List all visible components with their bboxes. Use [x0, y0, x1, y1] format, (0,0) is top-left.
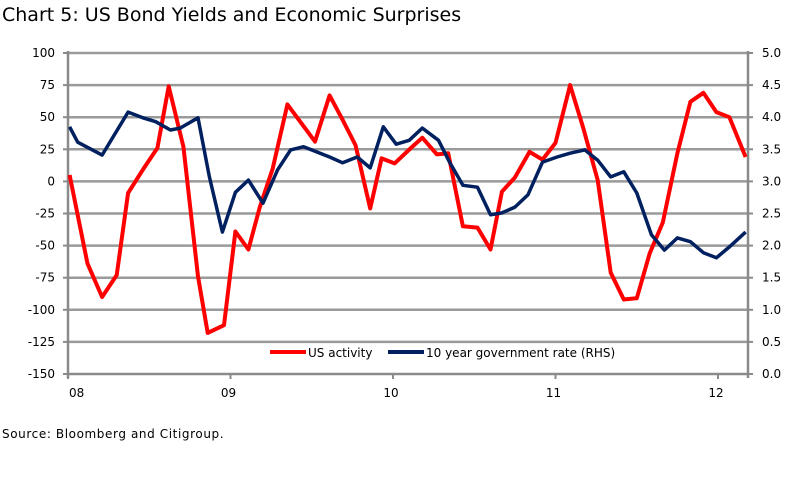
x-tick-label: 12	[708, 386, 723, 400]
y-left-tick-label: 75	[40, 78, 55, 92]
y-right-tick-label: 0.0	[762, 367, 781, 381]
y-left-tick-label: 50	[40, 110, 55, 124]
y-right-tick-label: 3.0	[762, 174, 781, 188]
us-activity-line	[67, 83, 748, 335]
y-left-tick-label: 0	[47, 174, 55, 188]
y-right-tick-label: 1.5	[762, 271, 781, 285]
y-right-tick-label: 4.0	[762, 110, 781, 124]
y-left-tick-label: -75	[35, 271, 55, 285]
y-right-tick-label: 5.0	[762, 46, 781, 60]
legend-label-gov-rate: 10 year government rate (RHS)	[426, 346, 615, 360]
y-left-tick-label: -125	[28, 335, 55, 349]
y-right-tick-label: 3.5	[762, 142, 781, 156]
x-tick-label: 11	[546, 386, 561, 400]
y-right-tick-label: 0.5	[762, 335, 781, 349]
source-note: Source: Bloomberg and Citigroup.	[2, 427, 225, 441]
x-tick-label: 09	[221, 386, 236, 400]
y-left-tick-label: 25	[40, 142, 55, 156]
y-right-tick-label: 2.5	[762, 207, 781, 221]
legend-label-us-activity: US activity	[308, 346, 372, 360]
y-left-tick-label: -50	[35, 239, 55, 253]
y-right-tick-label: 4.5	[762, 78, 781, 92]
legend: US activity 10 year government rate (RHS)	[270, 346, 615, 360]
y-left-tick-label: -25	[35, 207, 55, 221]
x-tick-label: 08	[69, 386, 84, 400]
x-tick-label: 10	[383, 386, 398, 400]
y-right-tick-label: 2.0	[762, 239, 781, 253]
y-left-tick-label: 100	[32, 46, 55, 60]
y-left-tick-label: -150	[28, 367, 55, 381]
chart-title: Chart 5: US Bond Yields and Economic Sur…	[2, 4, 462, 26]
y-left-tick-label: -100	[28, 303, 55, 317]
gov-rate-line	[68, 110, 747, 260]
y-right-tick-label: 1.0	[762, 303, 781, 317]
